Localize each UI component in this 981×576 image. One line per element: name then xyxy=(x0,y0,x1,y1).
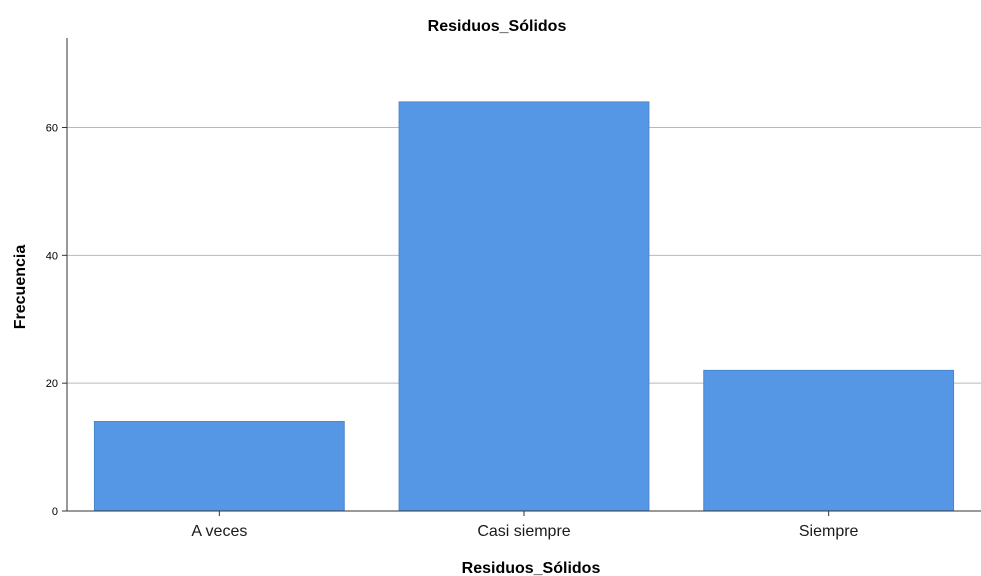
x-axis-ticks: A veces Casi siempre Siempre xyxy=(191,511,859,540)
x-tick-label: Siempre xyxy=(799,523,859,540)
chart-title: Residuos_Sólidos xyxy=(428,18,567,35)
bar xyxy=(703,369,955,512)
bar xyxy=(398,101,650,512)
y-tick-label: 20 xyxy=(46,378,58,390)
x-tick-label: A veces xyxy=(191,523,247,540)
bars xyxy=(93,101,955,512)
y-axis-ticks: 0 20 40 60 xyxy=(46,122,67,518)
x-axis-title: Residuos_Sólidos xyxy=(462,560,601,576)
bar xyxy=(93,421,345,512)
y-tick-label: 0 xyxy=(52,506,58,518)
y-tick-label: 60 xyxy=(46,122,58,134)
y-tick-label: 40 xyxy=(46,250,58,262)
x-tick-label: Casi siempre xyxy=(477,523,570,540)
y-axis-title: Frecuencia xyxy=(12,245,29,330)
